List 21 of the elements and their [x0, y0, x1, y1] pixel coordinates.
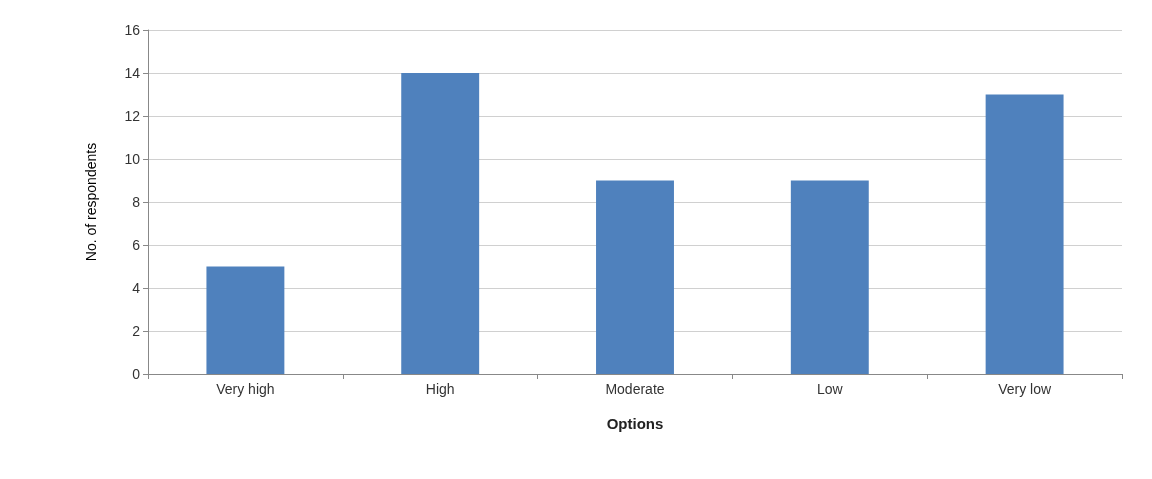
- x-axis-title: Options: [606, 415, 664, 432]
- y-tick-label: 14: [124, 65, 141, 81]
- y-tick-label: 4: [132, 280, 141, 296]
- bar: [596, 180, 674, 374]
- y-tick-label: 16: [124, 22, 141, 38]
- y-tick-label: 0: [132, 366, 141, 382]
- bar: [790, 180, 869, 374]
- y-tick-label: 12: [124, 108, 141, 124]
- x-tick-label: Very high: [216, 381, 275, 397]
- y-tick-label: 10: [124, 151, 141, 167]
- x-tick-label: Low: [816, 381, 844, 397]
- y-tick-label: 2: [132, 323, 141, 339]
- bar: [401, 73, 480, 374]
- bar: [985, 94, 1064, 374]
- y-tick-label: 6: [132, 237, 141, 253]
- bar: [206, 266, 285, 374]
- x-tick-label: Very low: [998, 381, 1052, 397]
- x-tick-label: Moderate: [605, 381, 665, 397]
- y-axis-title: No. of respondents: [83, 142, 99, 262]
- x-tick-label: High: [425, 381, 455, 397]
- y-tick-label: 8: [132, 194, 141, 210]
